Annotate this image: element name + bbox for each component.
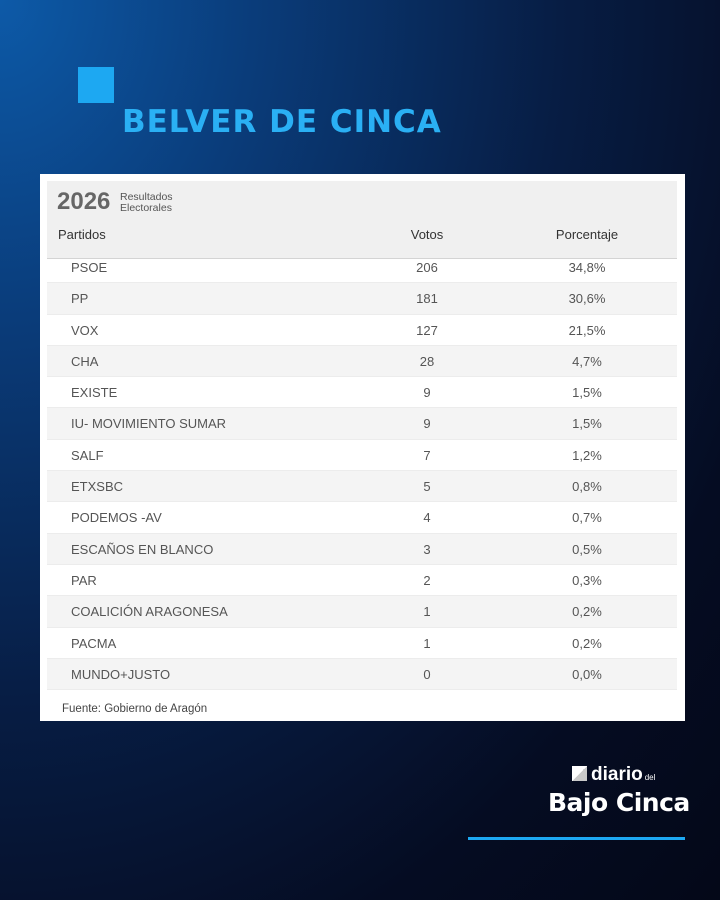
table-row: SALF 7 1,2% — [47, 440, 677, 472]
table-subtitle: Resultados Electorales — [120, 192, 210, 214]
table-row: VOX 127 21,5% — [47, 315, 677, 346]
table-row: PODEMOS -AV 4 0,7% — [47, 502, 677, 534]
party-cell: EXISTE — [71, 385, 118, 401]
subtitle-line-1: Resultados — [120, 191, 173, 203]
percent-cell: 0,7% — [572, 510, 602, 526]
table-row: PSOE 206 34,8% — [47, 252, 677, 284]
percent-cell: 1,5% — [572, 385, 602, 401]
percent-cell: 4,7% — [572, 353, 602, 369]
table-row: EXISTE 9 1,5% — [47, 377, 677, 409]
brand-del: del — [644, 773, 656, 782]
accent-square — [78, 67, 114, 103]
party-cell: IU- MOVIMIENTO SUMAR — [71, 416, 227, 432]
votes-cell: 0 — [423, 666, 431, 682]
party-cell: PSOE — [71, 260, 108, 275]
votes-cell: 181 — [416, 291, 438, 307]
table-header: 2026 Resultados Electorales Partidos Vot… — [47, 181, 677, 259]
percent-cell: 1,2% — [572, 447, 602, 463]
party-cell: CHA — [71, 353, 99, 369]
column-header-votes: Votos — [410, 227, 444, 242]
votes-cell: 2 — [423, 572, 431, 588]
votes-cell: 4 — [423, 510, 431, 526]
percent-cell: 0,3% — [572, 572, 602, 588]
logo-mark-icon — [572, 766, 587, 781]
source-note: Fuente: Gobierno de Aragón — [62, 703, 208, 715]
column-header-party: Partidos — [58, 227, 106, 242]
percent-cell: 30,6% — [568, 291, 606, 307]
table-row: CHA 28 4,7% — [47, 345, 677, 378]
results-rows: PSOE 206 34,8% PP 181 30,6% VOX 127 21,5% CHA 28 4,… — [47, 252, 677, 691]
party-cell: MUNDO+JUSTO — [71, 666, 171, 682]
percent-cell: 34,8% — [568, 260, 606, 275]
party-cell: VOX — [71, 322, 99, 338]
brand-word: diario — [591, 764, 643, 785]
votes-cell: 206 — [416, 260, 438, 275]
percent-cell: 0,5% — [572, 541, 602, 557]
percent-cell: 0,2% — [572, 635, 602, 651]
percent-cell: 0,2% — [572, 604, 602, 620]
table-row: COALICIÓN ARAGONESA 1 0,2% — [47, 596, 677, 628]
page-title: BELVER DE CINCA — [122, 104, 442, 140]
subtitle-line-2: Electorales — [120, 202, 172, 214]
votes-cell: 1 — [423, 604, 431, 620]
votes-cell: 1 — [423, 635, 431, 651]
party-cell: SALF — [71, 447, 104, 463]
party-cell: ESCAÑOS EN BLANCO — [71, 541, 214, 557]
column-header-percent: Porcentaje — [555, 227, 619, 242]
table-row: PACMA 1 0,2% — [47, 628, 677, 659]
party-cell: PP — [71, 291, 89, 307]
election-year: 2026 — [57, 188, 111, 215]
votes-cell: 9 — [423, 416, 431, 432]
table-row: ESCAÑOS EN BLANCO 3 0,5% — [47, 533, 677, 565]
brand-top: diario del — [572, 764, 655, 786]
percent-cell: 0,8% — [572, 479, 602, 495]
votes-cell: 28 — [419, 353, 435, 369]
percent-cell: 21,5% — [568, 322, 606, 338]
brand-name: Bajo Cinca — [548, 788, 690, 817]
votes-cell: 5 — [423, 479, 431, 495]
percent-cell: 0,0% — [572, 666, 602, 682]
party-cell: PACMA — [71, 635, 117, 651]
party-cell: ETXSBC — [71, 479, 124, 495]
percent-cell: 1,5% — [572, 416, 602, 432]
table-row: PAR 2 0,3% — [47, 565, 677, 597]
table-row: IU- MOVIMIENTO SUMAR 9 1,5% — [47, 408, 677, 440]
table-row: ETXSBC 5 0,8% — [47, 471, 677, 503]
table-row: PP 181 30,6% — [47, 283, 677, 315]
party-cell: COALICIÓN ARAGONESA — [71, 604, 228, 620]
table-row: MUNDO+JUSTO 0 0,0% — [47, 658, 677, 691]
votes-cell: 127 — [416, 322, 438, 338]
votes-cell: 7 — [423, 447, 431, 463]
votes-cell: 9 — [423, 385, 431, 401]
votes-cell: 3 — [423, 541, 431, 557]
party-cell: PAR — [71, 572, 97, 588]
brand-underline — [468, 837, 685, 840]
party-cell: PODEMOS -AV — [71, 510, 162, 526]
results-card: 2026 Resultados Electorales Partidos Vot… — [40, 174, 685, 721]
